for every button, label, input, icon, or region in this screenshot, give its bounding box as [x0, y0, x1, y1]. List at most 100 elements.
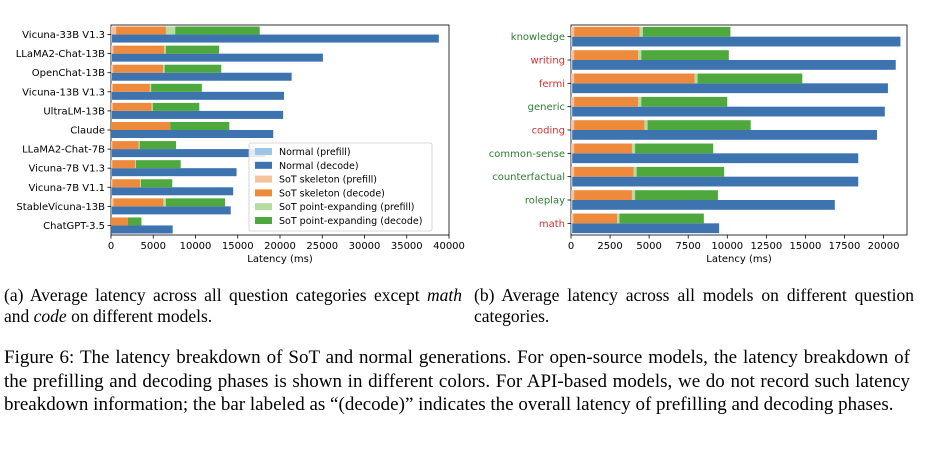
bar-normal-decode-counterfactual — [572, 176, 859, 187]
bar-sot-skeleton-prefill-vicuna-7b-v1-1 — [111, 179, 113, 188]
bar-normal-prefill-vicuna-7b-v1-1 — [111, 187, 112, 196]
bar-sot-point-expanding-decode-stablevicuna-13b — [165, 198, 226, 207]
subcaption-a-math: math — [427, 285, 462, 305]
bar-sot-skeleton-decode-fermi — [574, 73, 695, 84]
bar-sot-point-expanding-prefill-math — [617, 213, 620, 224]
bar-sot-point-expanding-prefill-knowledge — [639, 26, 643, 37]
subcaption-a-text-3: on different models. — [66, 306, 213, 326]
bar-normal-prefill-common-sense — [571, 153, 573, 164]
bar-normal-prefill-vicuna-7b-v1-3 — [111, 168, 112, 177]
legend-label: SoT skeleton (decode) — [279, 188, 385, 199]
bar-sot-skeleton-decode-counterfactual — [574, 166, 634, 177]
legend-label: Normal (prefill) — [279, 147, 351, 158]
bar-sot-point-expanding-decode-vicuna-13b-v1-3 — [151, 83, 202, 92]
bar-normal-decode-generic — [572, 106, 885, 117]
bar-sot-point-expanding-prefill-vicuna-7b-v1-1 — [140, 179, 141, 188]
bar-sot-point-expanding-prefill-common-sense — [631, 143, 636, 154]
bar-sot-point-expanding-decode-ultralm-13b — [152, 102, 200, 111]
bar-normal-decode-vicuna-7b-v1-3 — [111, 168, 237, 177]
legend-swatch-sot-point-expanding-decode — [255, 217, 272, 224]
bar-sot-skeleton-decode-math — [573, 213, 618, 224]
bar-normal-decode-knowledge — [572, 36, 901, 47]
bar-sot-point-expanding-prefill-stablevicuna-13b — [163, 198, 166, 207]
y-tick-label: math — [539, 219, 565, 230]
bar-sot-skeleton-prefill-vicuna-33b-v1-3 — [111, 26, 117, 35]
bar-sot-point-expanding-decode-roleplay — [635, 190, 718, 200]
x-tick-label: 10000 — [180, 241, 212, 252]
chart-latency-by-category: knowledge writing fermi generic coding common… — [489, 24, 908, 265]
x-tick-label: 5000 — [141, 241, 166, 252]
bar-sot-point-expanding-prefill-vicuna-33b-v1-3 — [165, 26, 176, 35]
bar-sot-skeleton-decode-claude — [111, 121, 171, 130]
y-tick-label: fermi — [539, 79, 565, 90]
x-tick-label: 17500 — [829, 241, 861, 252]
bar-sot-skeleton-decode-coding — [574, 120, 645, 130]
y-tick-label: UltraLM-13B — [43, 106, 105, 117]
bar-sot-skeleton-decode-chatgpt-3-5 — [111, 217, 128, 226]
legend-label: Normal (decode) — [279, 161, 359, 172]
bar-sot-skeleton-decode-knowledge — [574, 26, 640, 37]
bar-sot-point-expanding-prefill-vicuna-7b-v1-3 — [135, 160, 136, 169]
bar-sot-skeleton-prefill-vicuna-7b-v1-3 — [111, 160, 113, 169]
subcaption-b: (b) Average latency across all models on… — [474, 285, 914, 326]
bar-normal-prefill-vicuna-33b-v1-3 — [111, 34, 112, 43]
y-tick-label: Claude — [70, 126, 105, 137]
bar-sot-skeleton-decode-vicuna-33b-v1-3 — [116, 26, 166, 35]
bar-normal-decode-claude — [111, 130, 274, 139]
bar-normal-decode-llama2-chat-13b — [111, 53, 323, 62]
bar-normal-decode-vicuna-33b-v1-3 — [111, 34, 439, 43]
subcaption-a-text-2: and — [4, 306, 34, 326]
y-tick-label: common-sense — [489, 149, 565, 160]
bar-sot-point-expanding-decode-vicuna-7b-v1-3 — [135, 160, 181, 169]
x-tick-label: 20000 — [868, 241, 900, 252]
bar-sot-point-expanding-decode-vicuna-7b-v1-1 — [140, 179, 173, 188]
bar-sot-skeleton-decode-vicuna-7b-v1-1 — [112, 179, 141, 188]
bar-sot-point-expanding-decode-openchat-13b — [164, 64, 222, 73]
x-axis-label: Latency (ms) — [247, 254, 313, 265]
bar-sot-skeleton-prefill-ultralm-13b — [111, 102, 113, 111]
bar-sot-skeleton-prefill-counterfactual — [571, 166, 575, 177]
bar-normal-prefill-ultralm-13b — [111, 110, 112, 119]
bar-sot-point-expanding-decode-common-sense — [635, 143, 714, 154]
figure-caption: Figure 6: The latency breakdown of SoT a… — [4, 347, 910, 415]
bar-normal-prefill-counterfactual — [571, 176, 573, 187]
y-tick-label: LLaMA2-Chat-13B — [16, 49, 105, 60]
x-tick-label: 35000 — [391, 241, 423, 252]
bar-sot-point-expanding-decode-llama2-chat-13b — [165, 45, 220, 54]
y-tick-label: ChatGPT-3.5 — [43, 221, 105, 232]
y-tick-label: coding — [532, 126, 565, 137]
bar-sot-point-expanding-prefill-coding — [644, 120, 648, 130]
bar-sot-skeleton-prefill-coding — [571, 120, 575, 130]
bar-sot-skeleton-prefill-llama2-chat-13b — [111, 45, 114, 54]
bar-normal-prefill-stablevicuna-13b — [111, 206, 112, 215]
bar-normal-decode-ultralm-13b — [111, 110, 284, 119]
bar-sot-point-expanding-decode-claude — [170, 121, 230, 130]
bar-sot-point-expanding-decode-counterfactual — [636, 166, 725, 177]
legend-swatch-sot-point-expanding-prefill — [255, 203, 272, 211]
bar-sot-skeleton-prefill-generic — [571, 96, 575, 107]
bar-normal-decode-llama2-chat-7b — [111, 149, 266, 158]
bar-sot-skeleton-decode-roleplay — [574, 190, 632, 200]
x-tick-label: 12500 — [750, 241, 782, 252]
y-tick-label: StableVicuna-13B — [16, 202, 105, 213]
bar-sot-skeleton-decode-stablevicuna-13b — [113, 198, 164, 207]
legend-label: SoT point-expanding (decode) — [279, 216, 422, 227]
x-tick-label: 30000 — [349, 241, 381, 252]
bar-normal-prefill-math — [571, 223, 573, 234]
y-tick-label: Vicuna-7B V1.3 — [29, 164, 105, 175]
legend-swatch-sot-skeleton-decode — [255, 189, 272, 197]
y-tick-label: writing — [531, 56, 565, 67]
subcaption-a-text-1: (a) Average latency across all question … — [4, 285, 427, 305]
y-tick-label: generic — [528, 102, 565, 113]
bar-sot-point-expanding-prefill-ultralm-13b — [151, 102, 153, 111]
bar-sot-point-expanding-decode-chatgpt-3-5 — [127, 217, 142, 226]
bar-sot-point-expanding-prefill-vicuna-13b-v1-3 — [149, 83, 152, 92]
bar-sot-skeleton-prefill-roleplay — [571, 190, 575, 200]
bar-sot-skeleton-prefill-llama2-chat-7b — [111, 141, 113, 150]
bar-sot-skeleton-decode-llama2-chat-13b — [113, 45, 165, 54]
bar-sot-skeleton-prefill-common-sense — [571, 143, 575, 154]
bar-normal-prefill-knowledge — [571, 36, 573, 47]
bar-sot-point-expanding-decode-generic — [641, 96, 728, 107]
bar-sot-point-expanding-decode-writing — [641, 50, 729, 60]
bar-sot-point-expanding-decode-coding — [647, 120, 751, 130]
